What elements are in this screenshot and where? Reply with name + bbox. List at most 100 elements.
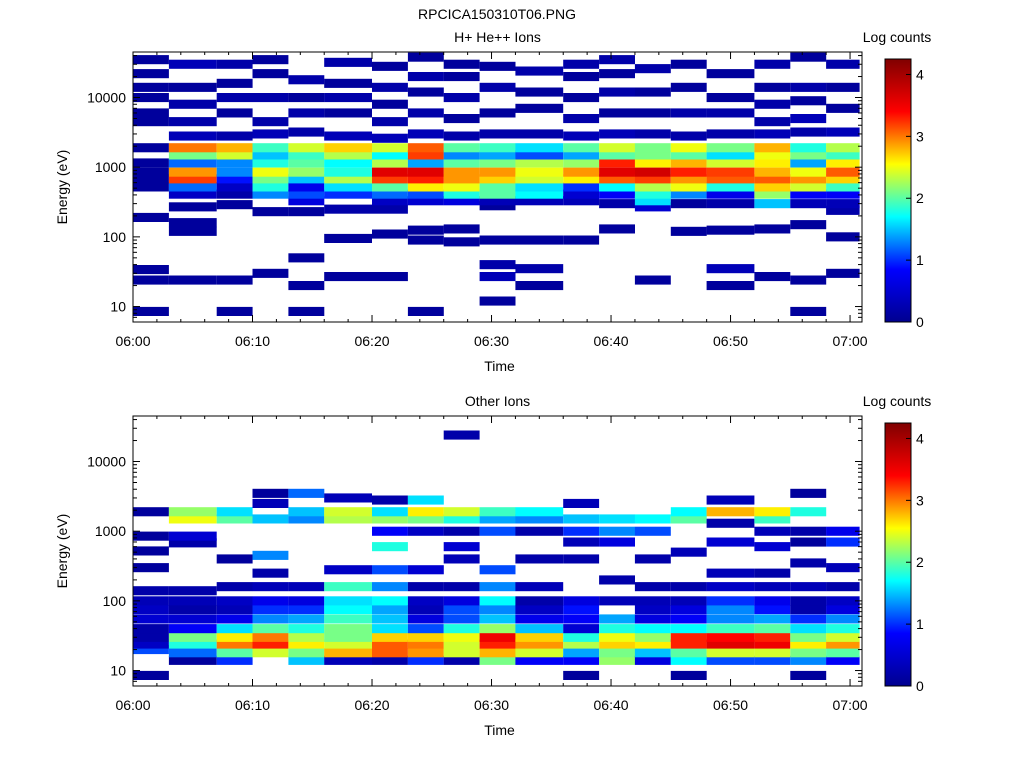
heatmap-cell (479, 196, 516, 206)
heatmap-cell (252, 129, 289, 139)
y-axis-label: Energy (eV) (54, 150, 70, 225)
heatmap-cell (168, 655, 217, 665)
heatmap-cell (563, 174, 600, 184)
heatmap-cell (826, 59, 860, 69)
heatmap-cell (372, 117, 408, 127)
heatmap-cell (252, 117, 289, 127)
heatmap-cell (288, 596, 325, 606)
heatmap-cell (252, 614, 289, 624)
heatmap-cell (634, 554, 671, 564)
heatmap-cell (479, 596, 516, 606)
heatmap-cell (634, 108, 671, 118)
heatmap-cell (168, 538, 217, 548)
heatmap-cell (133, 624, 169, 634)
y-tick-label: 1000 (95, 523, 126, 539)
heatmap-cell (372, 507, 408, 517)
heatmap-cell (324, 639, 372, 649)
heatmap-cell (479, 235, 516, 245)
heatmap-cell (599, 614, 635, 624)
heatmap-cell (790, 639, 827, 649)
heatmap-cell (599, 639, 635, 649)
heatmap-cell (563, 93, 600, 103)
heatmap-cell (372, 648, 408, 658)
colorbar: 0 1 2 3 4 Log counts (863, 29, 932, 330)
heatmap-cell (216, 158, 253, 168)
heatmap-cell (324, 582, 372, 592)
heatmap-cell (133, 275, 169, 285)
heatmap-cell (372, 624, 408, 634)
heatmap-cell (407, 196, 444, 206)
heatmap-cell (790, 220, 827, 230)
heatmap-cell (670, 507, 707, 517)
heatmap-cell (407, 596, 444, 606)
heatmap-cell (670, 59, 707, 69)
heatmap-cell (288, 207, 325, 217)
heatmap-cell (754, 167, 791, 177)
heatmap-cell (599, 199, 635, 209)
heatmap-cell (288, 632, 325, 642)
heatmap-cell (133, 82, 169, 92)
heatmap-cell (790, 127, 827, 137)
heatmap-cell (479, 143, 516, 153)
heatmap-cell (443, 131, 480, 141)
colorbar-tick-label: 2 (916, 190, 924, 206)
heatmap-cell (133, 546, 169, 556)
heatmap-cell (563, 189, 600, 199)
heatmap-cell (826, 526, 860, 536)
x-tick-label: 06:20 (354, 333, 389, 349)
heatmap-cell (407, 174, 444, 184)
heatmap-cell (252, 158, 289, 168)
heatmap-cell (599, 526, 635, 536)
heatmap-cell (252, 69, 289, 79)
heatmap-cell (324, 150, 372, 160)
heatmap-cell (168, 596, 217, 606)
heatmap-cell (133, 507, 169, 517)
heatmap-cell (670, 131, 707, 141)
heatmap-cell (706, 189, 755, 199)
heatmap-cell (133, 632, 169, 642)
heatmap-cell (288, 281, 325, 291)
heatmap-cell (407, 582, 444, 592)
heatmap-cell (515, 196, 564, 206)
heatmap-cell (599, 182, 635, 192)
heatmap-cell (826, 268, 860, 278)
heatmap-cell (324, 605, 372, 615)
heatmap-cell (515, 624, 564, 634)
heatmap-cell (407, 72, 444, 82)
heatmap-cell (515, 189, 564, 199)
heatmap-cell (252, 605, 289, 615)
heatmap-cell (706, 518, 755, 528)
heatmap-cell (670, 158, 707, 168)
heatmap-cell (443, 174, 480, 184)
heatmap-cell (634, 632, 671, 642)
heatmap-cell (634, 196, 671, 206)
heatmap-cell (324, 131, 372, 141)
y-axis: 10 100 1000 10000 Energy (eV) (54, 55, 862, 323)
heatmap-cell (133, 605, 169, 615)
heatmap-cell (288, 655, 325, 665)
heatmap-cell (133, 306, 169, 316)
heatmap-cell (168, 614, 217, 624)
heatmap-cell (252, 55, 289, 65)
heatmap-cell (443, 150, 480, 160)
heatmap-cell (754, 614, 791, 624)
heatmap-cell (133, 182, 169, 192)
heatmap-cell (133, 167, 169, 177)
heatmap-cell (324, 514, 372, 524)
heatmap-cell (479, 639, 516, 649)
heatmap-cell (443, 582, 480, 592)
heatmap-cell (216, 507, 253, 517)
heatmap-cell (790, 52, 827, 62)
colorbar-label: Log counts (863, 393, 932, 409)
x-tick-label: 06:50 (713, 697, 748, 713)
colorbar-tick-label: 0 (916, 314, 924, 330)
heatmap-cell (754, 514, 791, 524)
heatmap-cell (216, 200, 253, 210)
heatmap-cell (599, 143, 635, 153)
heatmap-cell (252, 268, 289, 278)
heatmap-cell (168, 226, 217, 236)
heatmap-cell (515, 632, 564, 642)
colorbar: 0 1 2 3 4 Log counts (863, 393, 932, 694)
heatmap-cell (252, 488, 289, 498)
heatmap-cell (216, 108, 253, 118)
